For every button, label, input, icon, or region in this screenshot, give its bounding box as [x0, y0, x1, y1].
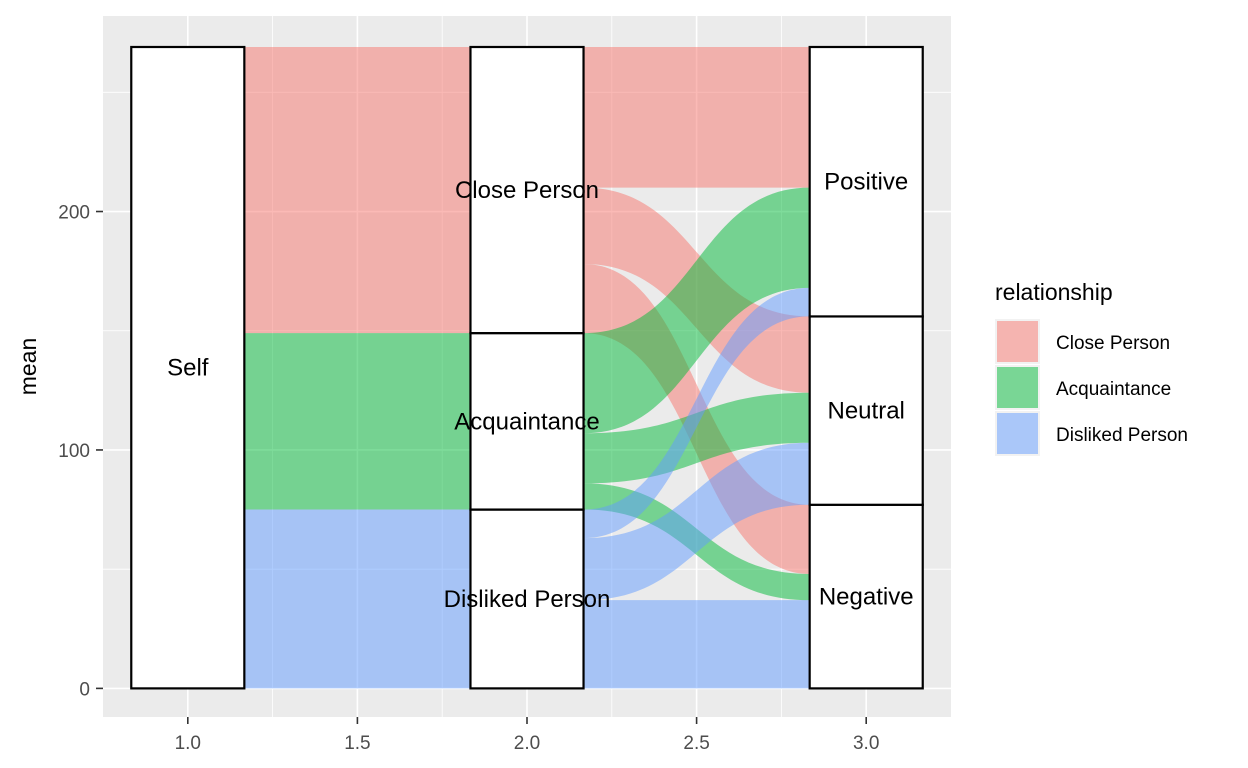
stratum-box-self — [130, 45, 246, 690]
stratum-box-disliked-person — [469, 508, 585, 690]
flow-acquaintance — [583, 187, 810, 434]
stratum-box-acquaintance — [469, 332, 585, 511]
legend-label-acquaintance: Acquaintance — [1056, 379, 1171, 400]
stratum-label-disliked-person: Disliked Person — [444, 586, 611, 613]
y-axis: 0 100 200 — [58, 203, 103, 700]
y-tick-label: 200 — [58, 203, 90, 224]
legend-label-close-person: Close Person — [1056, 333, 1170, 354]
stratum-label-negative: Negative — [819, 584, 914, 611]
y-tick-label: 100 — [58, 441, 90, 462]
flow-close-person — [583, 46, 810, 188]
flow-disliked-person — [244, 509, 471, 689]
legend-title: relationship — [995, 279, 1113, 305]
y-tick-label: 0 — [79, 679, 90, 700]
flows — [244, 46, 810, 689]
legend: relationship Close Person Acquaintance Dis… — [995, 279, 1188, 456]
flow-disliked-person — [583, 287, 810, 539]
flow-disliked-person — [583, 600, 810, 689]
stratum-label-close-person: Close Person — [455, 177, 599, 204]
stratum-label-self: Self — [167, 355, 209, 382]
x-tick-label: 1.0 — [175, 733, 201, 754]
stratum-box-positive — [808, 45, 924, 318]
x-tick-label: 2.5 — [683, 733, 709, 754]
flow-disliked-person — [583, 442, 810, 601]
x-tick-label: 3.0 — [853, 733, 879, 754]
x-tick-label: 2.0 — [514, 733, 540, 754]
legend-swatch-acquaintance — [997, 367, 1038, 408]
flow-acquaintance — [244, 333, 471, 510]
stratum-box-close-person — [469, 45, 585, 335]
legend-swatch-disliked-person — [997, 413, 1038, 454]
x-tick-label: 1.5 — [344, 733, 370, 754]
legend-swatch-close-person — [997, 321, 1038, 362]
legend-label-disliked-person: Disliked Person — [1056, 425, 1188, 446]
stratum-box-neutral — [808, 315, 924, 506]
flow-acquaintance — [583, 392, 810, 484]
y-axis-title: mean — [15, 338, 41, 396]
strata: Self Disliked Person Acquaintance Close Per… — [130, 45, 924, 690]
stratum-label-positive: Positive — [824, 169, 908, 196]
flow-close-person — [244, 46, 471, 334]
stratum-box-negative — [808, 503, 924, 690]
stratum-label-acquaintance: Acquaintance — [454, 408, 599, 435]
stratum-label-neutral: Neutral — [828, 398, 905, 425]
x-axis: 1.0 1.5 2.0 2.5 3.0 — [175, 717, 879, 754]
